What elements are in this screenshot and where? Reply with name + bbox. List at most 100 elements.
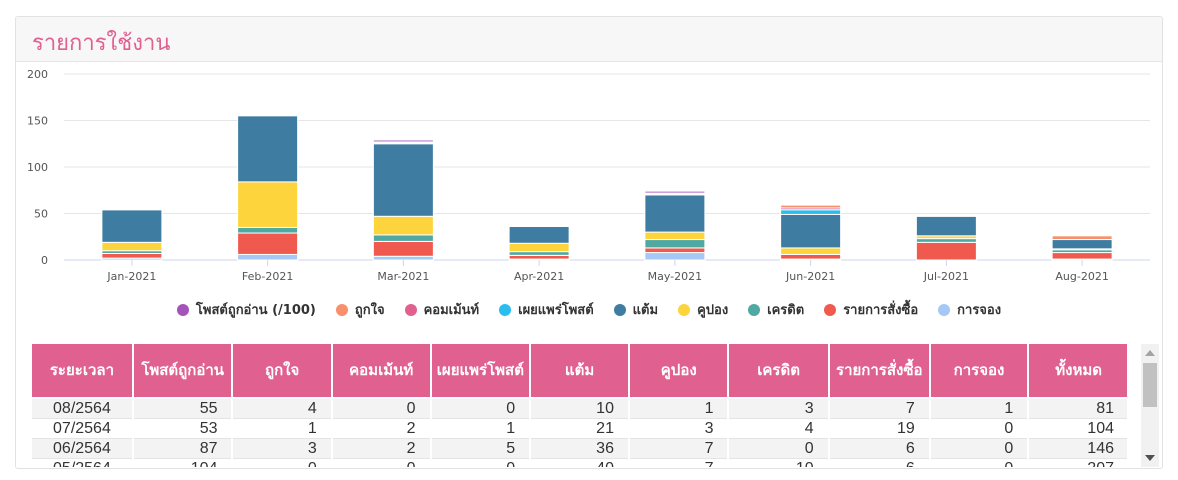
column-header[interactable]: เครดิต <box>729 344 828 399</box>
x-tick-label: Jul-2021 <box>923 270 969 283</box>
table-cell: 05/2564 <box>32 459 132 467</box>
table-cell: 10 <box>729 459 828 467</box>
table-cell: 0 <box>233 459 331 467</box>
table-cell: 207 <box>1029 459 1127 467</box>
bar-segment <box>237 181 299 228</box>
table-cell: 81 <box>1029 399 1127 419</box>
bar-segment <box>372 234 434 242</box>
bar-segment <box>780 253 842 260</box>
legend-item[interactable]: การจอง <box>938 299 1001 320</box>
bar-segment <box>1051 252 1113 260</box>
table-scrollbar[interactable] <box>1141 344 1159 467</box>
column-header[interactable]: ระยะเวลา <box>32 344 132 399</box>
table-cell: 4 <box>233 399 331 419</box>
scrollbar-thumb[interactable] <box>1143 363 1157 407</box>
bar-segment <box>915 215 977 237</box>
table-cell: 6 <box>829 459 929 467</box>
legend-dot-icon <box>678 303 691 316</box>
y-tick-label: 0 <box>41 254 48 267</box>
usage-table: ระยะเวลา โพสต์ถูกอ่าน ถูกใจ คอมเม้นท์ เผยแพร… <box>30 344 1127 467</box>
bar-segment <box>780 209 842 215</box>
table-cell: 7 <box>829 399 929 419</box>
table-cell: 21 <box>531 419 628 439</box>
table-cell: 4 <box>729 419 828 439</box>
legend-dot-icon <box>748 303 761 316</box>
y-tick-label: 200 <box>27 68 48 81</box>
table-cell: 0 <box>930 459 1028 467</box>
y-tick-label: 100 <box>27 161 48 174</box>
legend-dot-icon <box>335 303 348 316</box>
bar-segment <box>101 252 163 259</box>
legend-item[interactable]: แต้ม <box>613 299 659 320</box>
table-cell: 0 <box>431 399 530 419</box>
column-header[interactable]: รายการสั่งซื้อ <box>829 344 929 399</box>
table-cell: 87 <box>133 439 232 459</box>
legend-label: เครดิต <box>767 303 805 318</box>
table-cell: 104 <box>133 459 232 467</box>
table-body: 08/2564 55 4 0 0 10 1 3 7 1 81 07/2564 53 1 2 1 21 3 4 19 0 1… <box>32 399 1127 467</box>
table-cell: 55 <box>133 399 232 419</box>
table-row: 08/2564 55 4 0 0 10 1 3 7 1 81 <box>32 399 1127 419</box>
table-cell: 0 <box>332 399 430 419</box>
bar-segment <box>644 247 706 254</box>
column-header[interactable]: เผยแพร่โพสต์ <box>431 344 530 399</box>
x-tick-label: Mar-2021 <box>377 270 429 283</box>
table-cell: 06/2564 <box>32 439 132 459</box>
bar-segment <box>644 194 706 233</box>
bar-segment <box>1051 235 1113 241</box>
table-cell: 1 <box>233 419 331 439</box>
chart-legend: โพสต์ถูกอ่าน (/100) ถูกใจ คอมเม้นท์ เผยแพร่… <box>16 299 1162 325</box>
bar-segment <box>101 205 163 208</box>
column-header[interactable]: แต้ม <box>531 344 628 399</box>
legend-dot-icon <box>404 303 417 316</box>
bar-segment <box>644 239 706 249</box>
panel-title: รายการใช้งาน <box>32 31 171 56</box>
column-header[interactable]: ถูกใจ <box>233 344 331 399</box>
legend-label: แต้ม <box>632 303 659 318</box>
table-cell: 0 <box>930 419 1028 439</box>
bar-segment <box>780 204 842 209</box>
usage-table-container: ระยะเวลา โพสต์ถูกอ่าน ถูกใจ คอมเม้นท์ เผยแพร… <box>30 344 1127 467</box>
table-cell: 146 <box>1029 439 1127 459</box>
column-header[interactable]: คูปอง <box>629 344 728 399</box>
table-cell: 3 <box>729 399 828 419</box>
x-tick-label: May-2021 <box>648 270 703 283</box>
legend-dot-icon <box>499 303 512 316</box>
bar-segment <box>372 143 434 217</box>
column-header[interactable]: คอมเม้นท์ <box>332 344 430 399</box>
legend-label: เผยแพร่โพสต์ <box>518 303 594 318</box>
legend-item[interactable]: คอมเม้นท์ <box>404 299 479 320</box>
bar-segment <box>237 253 299 261</box>
table-cell: 2 <box>332 439 430 459</box>
bar-segment <box>915 241 977 261</box>
legend-item[interactable]: รายการสั่งซื้อ <box>824 299 918 320</box>
usage-panel: รายการใช้งาน 0 50 100 150 200 Jan-2021 Feb-202… <box>15 16 1163 469</box>
bar-segment <box>780 247 842 255</box>
x-tick-label: Jan-2021 <box>106 270 156 283</box>
bar-segment <box>508 226 570 244</box>
x-tick-label: Apr-2021 <box>514 270 564 283</box>
table-cell: 07/2564 <box>32 419 132 439</box>
legend-item[interactable]: เผยแพร่โพสต์ <box>499 299 594 320</box>
legend-item[interactable]: โพสต์ถูกอ่าน (/100) <box>176 299 316 320</box>
legend-label: คูปอง <box>697 303 729 318</box>
table-cell: 104 <box>1029 419 1127 439</box>
bar-segment <box>237 115 299 183</box>
table-cell: 53 <box>133 419 232 439</box>
column-header[interactable]: การจอง <box>930 344 1028 399</box>
bar-segment <box>915 238 977 243</box>
legend-item[interactable]: ถูกใจ <box>335 299 385 320</box>
scroll-down-arrow-icon[interactable] <box>1145 455 1155 461</box>
table-cell: 1 <box>431 419 530 439</box>
table-cell: 1 <box>930 399 1028 419</box>
table-row: 06/2564 87 3 2 5 36 7 0 6 0 146 <box>32 439 1127 459</box>
table-cell: 0 <box>729 439 828 459</box>
column-header[interactable]: โพสต์ถูกอ่าน <box>133 344 232 399</box>
legend-item[interactable]: คูปอง <box>678 299 728 320</box>
legend-dot-icon <box>938 303 951 316</box>
table-cell: 3 <box>233 439 331 459</box>
column-header[interactable]: ทั้งหมด <box>1029 344 1127 399</box>
scroll-up-arrow-icon[interactable] <box>1145 350 1155 356</box>
legend-item[interactable]: เครดิต <box>748 299 804 320</box>
table-header-row: ระยะเวลา โพสต์ถูกอ่าน ถูกใจ คอมเม้นท์ เผยแพร… <box>32 344 1127 399</box>
